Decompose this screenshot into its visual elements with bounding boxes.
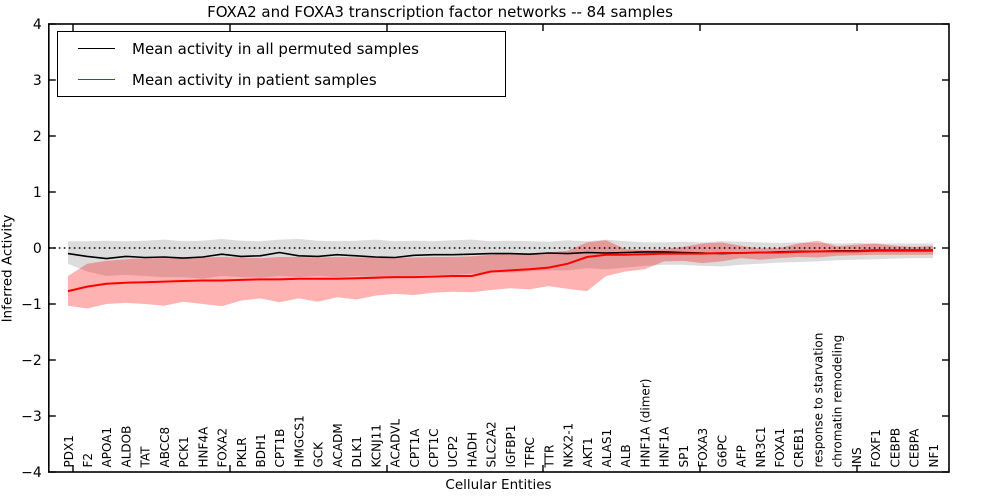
band-patient — [68, 240, 933, 309]
category-label: response to starvation — [812, 333, 826, 468]
category-label: CEBPB — [888, 428, 902, 468]
category-label: GCK — [312, 441, 326, 468]
legend-line-sample-patient — [78, 79, 115, 80]
category-label: BDH1 — [254, 433, 268, 467]
category-label: G6PC — [715, 435, 729, 468]
category-label: NR3C1 — [754, 427, 768, 468]
band-permuted — [68, 239, 933, 279]
category-label: CPT1B — [273, 429, 287, 468]
category-label: FOXF1 — [869, 429, 883, 467]
category-label: HMGCS1 — [293, 415, 307, 467]
y-tick-label: 2 — [33, 129, 42, 145]
category-label: F2 — [81, 453, 95, 468]
y-tick-label: −4 — [21, 465, 42, 481]
x-axis-title: Cellular Entities — [445, 477, 552, 493]
category-label: ACADVL — [389, 419, 403, 468]
legend: Mean activity in all permuted samples Me… — [57, 31, 506, 97]
y-tick-label: 4 — [33, 17, 42, 33]
category-label: HADH — [466, 432, 480, 468]
category-label: IGFBP1 — [504, 425, 518, 468]
category-label: HNF1A — [658, 426, 672, 468]
category-label: CPT1A — [408, 428, 422, 468]
legend-line-sample-permuted — [78, 48, 115, 49]
chart-title: FOXA2 and FOXA3 transcription factor net… — [207, 3, 673, 21]
y-tick-label: −3 — [21, 409, 42, 425]
y-tick-label: −2 — [21, 353, 42, 369]
category-label: NF1 — [927, 444, 941, 468]
category-label: NKX2-1 — [562, 423, 576, 468]
y-tick-label: −1 — [21, 297, 42, 313]
legend-entry-permuted: Mean activity in all permuted samples — [58, 33, 505, 64]
category-label: chromatin remodeling — [831, 335, 845, 468]
category-label: UCP2 — [446, 435, 460, 467]
category-label: HNF4A — [196, 426, 210, 468]
category-label: CREB1 — [792, 427, 806, 467]
category-label: HNF1A (dimer) — [639, 379, 653, 468]
y-tick-label: 1 — [33, 185, 42, 201]
legend-label-permuted: Mean activity in all permuted samples — [132, 39, 419, 58]
category-label: APOA1 — [100, 427, 114, 468]
y-tick-label: 3 — [33, 73, 42, 89]
category-label: DLK1 — [350, 436, 364, 467]
category-label: KCNJ11 — [369, 424, 383, 467]
category-label: AFP — [735, 445, 749, 467]
category-label: TFRC — [523, 437, 537, 468]
category-label: ALB — [619, 444, 633, 467]
category-label: SP1 — [677, 445, 691, 468]
category-label: ALAS1 — [600, 429, 614, 468]
category-label: CPT1C — [427, 429, 441, 468]
category-label: FOXA3 — [696, 428, 710, 468]
category-label: PDX1 — [62, 435, 76, 467]
legend-entry-patient: Mean activity in patient samples — [58, 64, 505, 95]
category-label: FOXA2 — [216, 428, 230, 468]
category-label: ACADM — [331, 423, 345, 467]
category-label: TAT — [139, 446, 153, 469]
category-label: ABCC8 — [158, 427, 172, 468]
legend-label-patient: Mean activity in patient samples — [132, 70, 377, 89]
category-label: PCK1 — [177, 436, 191, 467]
category-label: TTR — [542, 445, 556, 469]
category-label: SLC2A2 — [485, 421, 499, 467]
category-label: FOXA1 — [773, 428, 787, 468]
category-label: PKLR — [235, 437, 249, 467]
category-label: INS — [850, 447, 864, 467]
line-patient — [67, 249, 933, 293]
category-label: AKT1 — [581, 437, 595, 467]
category-label: ALDOB — [120, 426, 134, 468]
y-tick-label: 0 — [33, 241, 42, 257]
category-label: CEBPA — [908, 428, 922, 468]
